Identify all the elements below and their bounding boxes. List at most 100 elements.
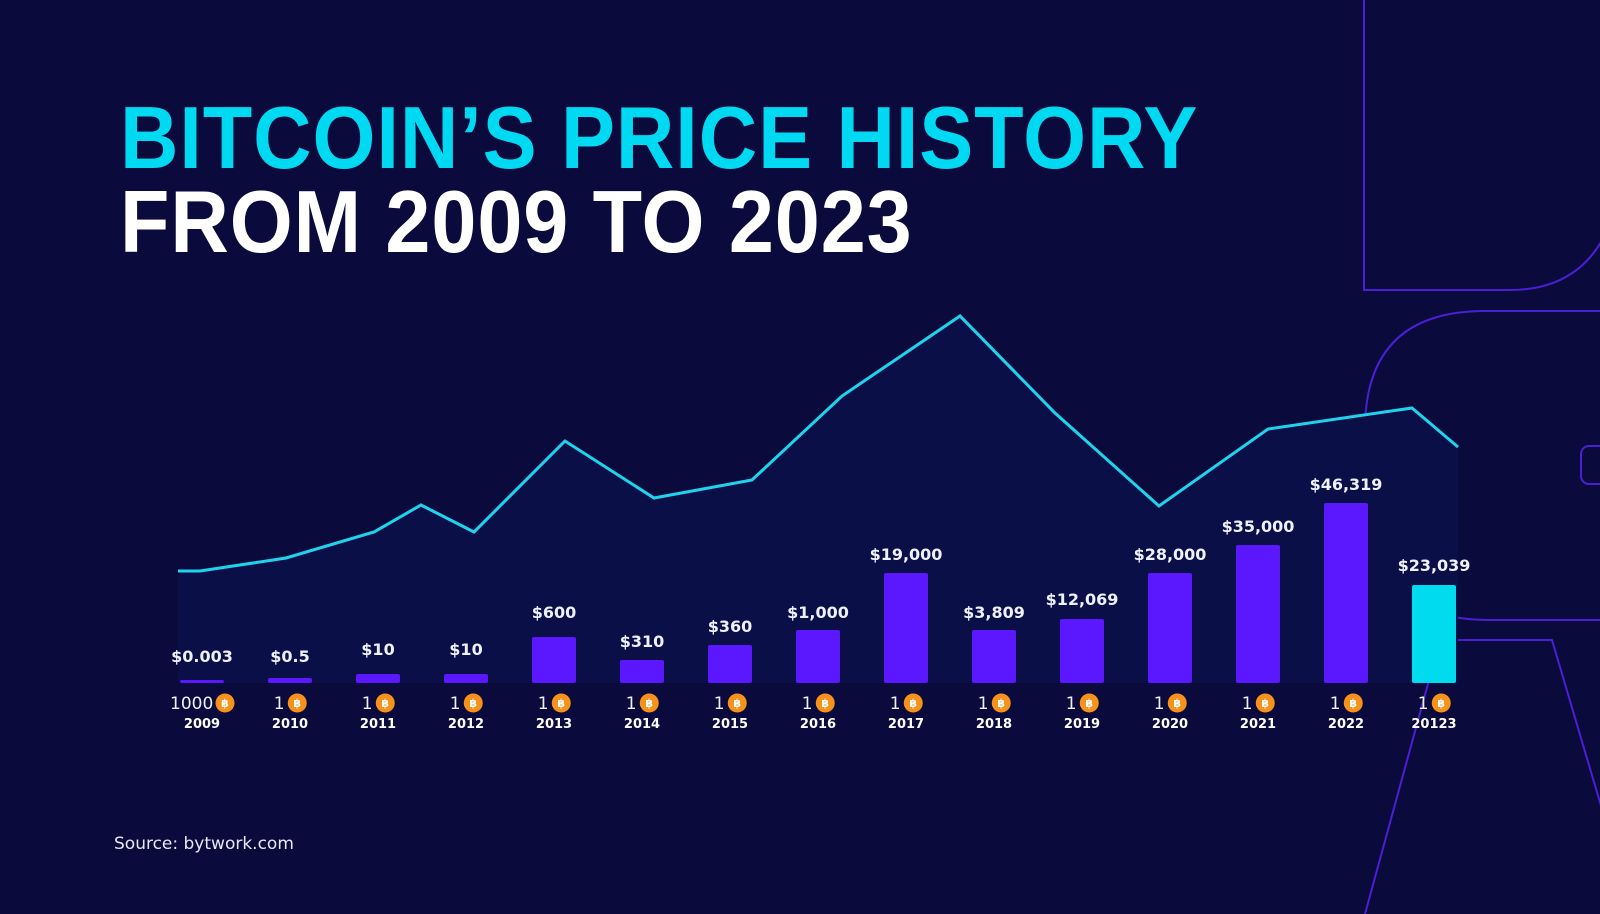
bitcoin-icon	[1431, 693, 1451, 713]
quantity-label: 1	[1154, 694, 1165, 714]
bar-group-2016: $1,000 1 ฿ 2016	[787, 603, 849, 732]
value-label: $10	[449, 640, 482, 659]
bar	[356, 674, 400, 683]
value-label: $600	[532, 603, 577, 622]
title-line-1: BITCOIN’S PRICE HISTORY	[120, 88, 1199, 187]
decor-a-shape	[1364, 639, 1600, 914]
bar-group-2020: $28,000 1 ฿ 2020	[1134, 545, 1207, 732]
value-label: $23,039	[1398, 556, 1471, 575]
year-label: 2014	[624, 717, 660, 732]
bitcoin-icon	[639, 693, 659, 713]
bar	[972, 630, 1016, 683]
bitcoin-icon	[551, 693, 571, 713]
decor-small-rect	[1580, 445, 1600, 485]
bar	[796, 630, 840, 683]
bitcoin-icon	[287, 693, 307, 713]
bitcoin-glyph: ฿	[557, 697, 565, 710]
bar-group-2021: $35,000 1 ฿ 2021	[1222, 517, 1295, 732]
quantity-label: 1	[1242, 694, 1253, 714]
bitcoin-icon	[375, 693, 395, 713]
bar	[1060, 619, 1104, 683]
bar	[1324, 503, 1368, 683]
source-credit: Source: bytwork.com	[114, 834, 294, 854]
bitcoin-icon	[727, 693, 747, 713]
bar-group-2012: $10 1 ฿ 2012	[444, 640, 488, 732]
value-label: $3,809	[963, 603, 1025, 622]
bar-group-2015: $360 1 ฿ 2015	[708, 617, 753, 732]
quantity-label: 1	[1330, 694, 1341, 714]
trend-area	[178, 316, 1458, 683]
value-label: $28,000	[1134, 545, 1207, 564]
bitcoin-glyph: ฿	[1085, 697, 1093, 710]
bitcoin-glyph: ฿	[645, 697, 653, 710]
title-line-2: FROM 2009 TO 2023	[120, 172, 913, 271]
value-label: $1,000	[787, 603, 849, 622]
quantity-label: 1	[714, 694, 725, 714]
value-label: $10	[361, 640, 394, 659]
bitcoin-glyph: ฿	[1173, 697, 1181, 710]
bitcoin-icon	[463, 693, 483, 713]
bitcoin-icon	[215, 693, 235, 713]
bar-group-20123: $23,039 1 ฿ 20123	[1398, 556, 1471, 732]
page-title: BITCOIN’S PRICE HISTORY FROM 2009 TO 202…	[120, 88, 1199, 271]
bar	[180, 680, 224, 683]
bitcoin-icon	[903, 693, 923, 713]
bitcoin-glyph: ฿	[733, 697, 741, 710]
bar-group-2014: $310 1 ฿ 2014	[620, 632, 665, 732]
quantity-label: 1	[978, 694, 989, 714]
year-label: 2013	[536, 717, 572, 732]
year-label: 2010	[272, 717, 308, 732]
year-label: 2020	[1152, 717, 1188, 732]
quantity-label: 1	[274, 694, 285, 714]
quantity-label: 1	[1066, 694, 1077, 714]
bitcoin-icon	[1255, 693, 1275, 713]
bitcoin-glyph: ฿	[1437, 697, 1445, 710]
year-label: 20123	[1411, 717, 1456, 732]
quantity-label: 1	[450, 694, 461, 714]
bar-group-2010: $0.5 1 ฿ 2010	[268, 647, 312, 732]
bar	[1148, 573, 1192, 683]
value-label: $0.5	[270, 647, 309, 666]
year-label: 2015	[712, 717, 748, 732]
year-label: 2018	[976, 717, 1012, 732]
bar-group-2009: $0.003 1000 ฿2009	[170, 647, 235, 732]
bitcoin-icon	[1167, 693, 1187, 713]
quantity-label: 1	[538, 694, 549, 714]
bitcoin-glyph: ฿	[221, 697, 229, 710]
quantity-label: 1	[802, 694, 813, 714]
bitcoin-glyph: ฿	[821, 697, 829, 710]
value-label: $360	[708, 617, 753, 636]
decor-d-shape	[1363, 0, 1600, 291]
value-label: $310	[620, 632, 665, 651]
bitcoin-glyph: ฿	[469, 697, 477, 710]
bar	[444, 674, 488, 683]
bitcoin-icon	[815, 693, 835, 713]
value-label: $35,000	[1222, 517, 1295, 536]
bitcoin-glyph: ฿	[997, 697, 1005, 710]
year-label: 2016	[800, 717, 836, 732]
bitcoin-icon	[1343, 693, 1363, 713]
value-label: $0.003	[171, 647, 233, 666]
year-label: 2012	[448, 717, 484, 732]
bitcoin-glyph: ฿	[1349, 697, 1357, 710]
quantity-label: 1	[890, 694, 901, 714]
value-label: $19,000	[870, 545, 943, 564]
bar-group-2018: $3,809 1 ฿ 2018	[963, 603, 1025, 732]
bar-group-2011: $10 1 ฿ 2011	[356, 640, 400, 732]
value-label: $12,069	[1046, 590, 1119, 609]
quantity-label: 1	[626, 694, 637, 714]
year-label: 2009	[184, 717, 220, 732]
bar	[884, 573, 928, 683]
value-label: $46,319	[1310, 475, 1383, 494]
bitcoin-icon	[1079, 693, 1099, 713]
bar-group-2013: $600 1 ฿ 2013	[532, 603, 577, 732]
trend-line	[178, 314, 1459, 573]
bitcoin-glyph: ฿	[1261, 697, 1269, 710]
bar	[708, 645, 752, 683]
quantity-label: 1	[1418, 694, 1429, 714]
year-label: 2021	[1240, 717, 1276, 732]
bitcoin-glyph: ฿	[293, 697, 301, 710]
bar	[1412, 585, 1456, 683]
